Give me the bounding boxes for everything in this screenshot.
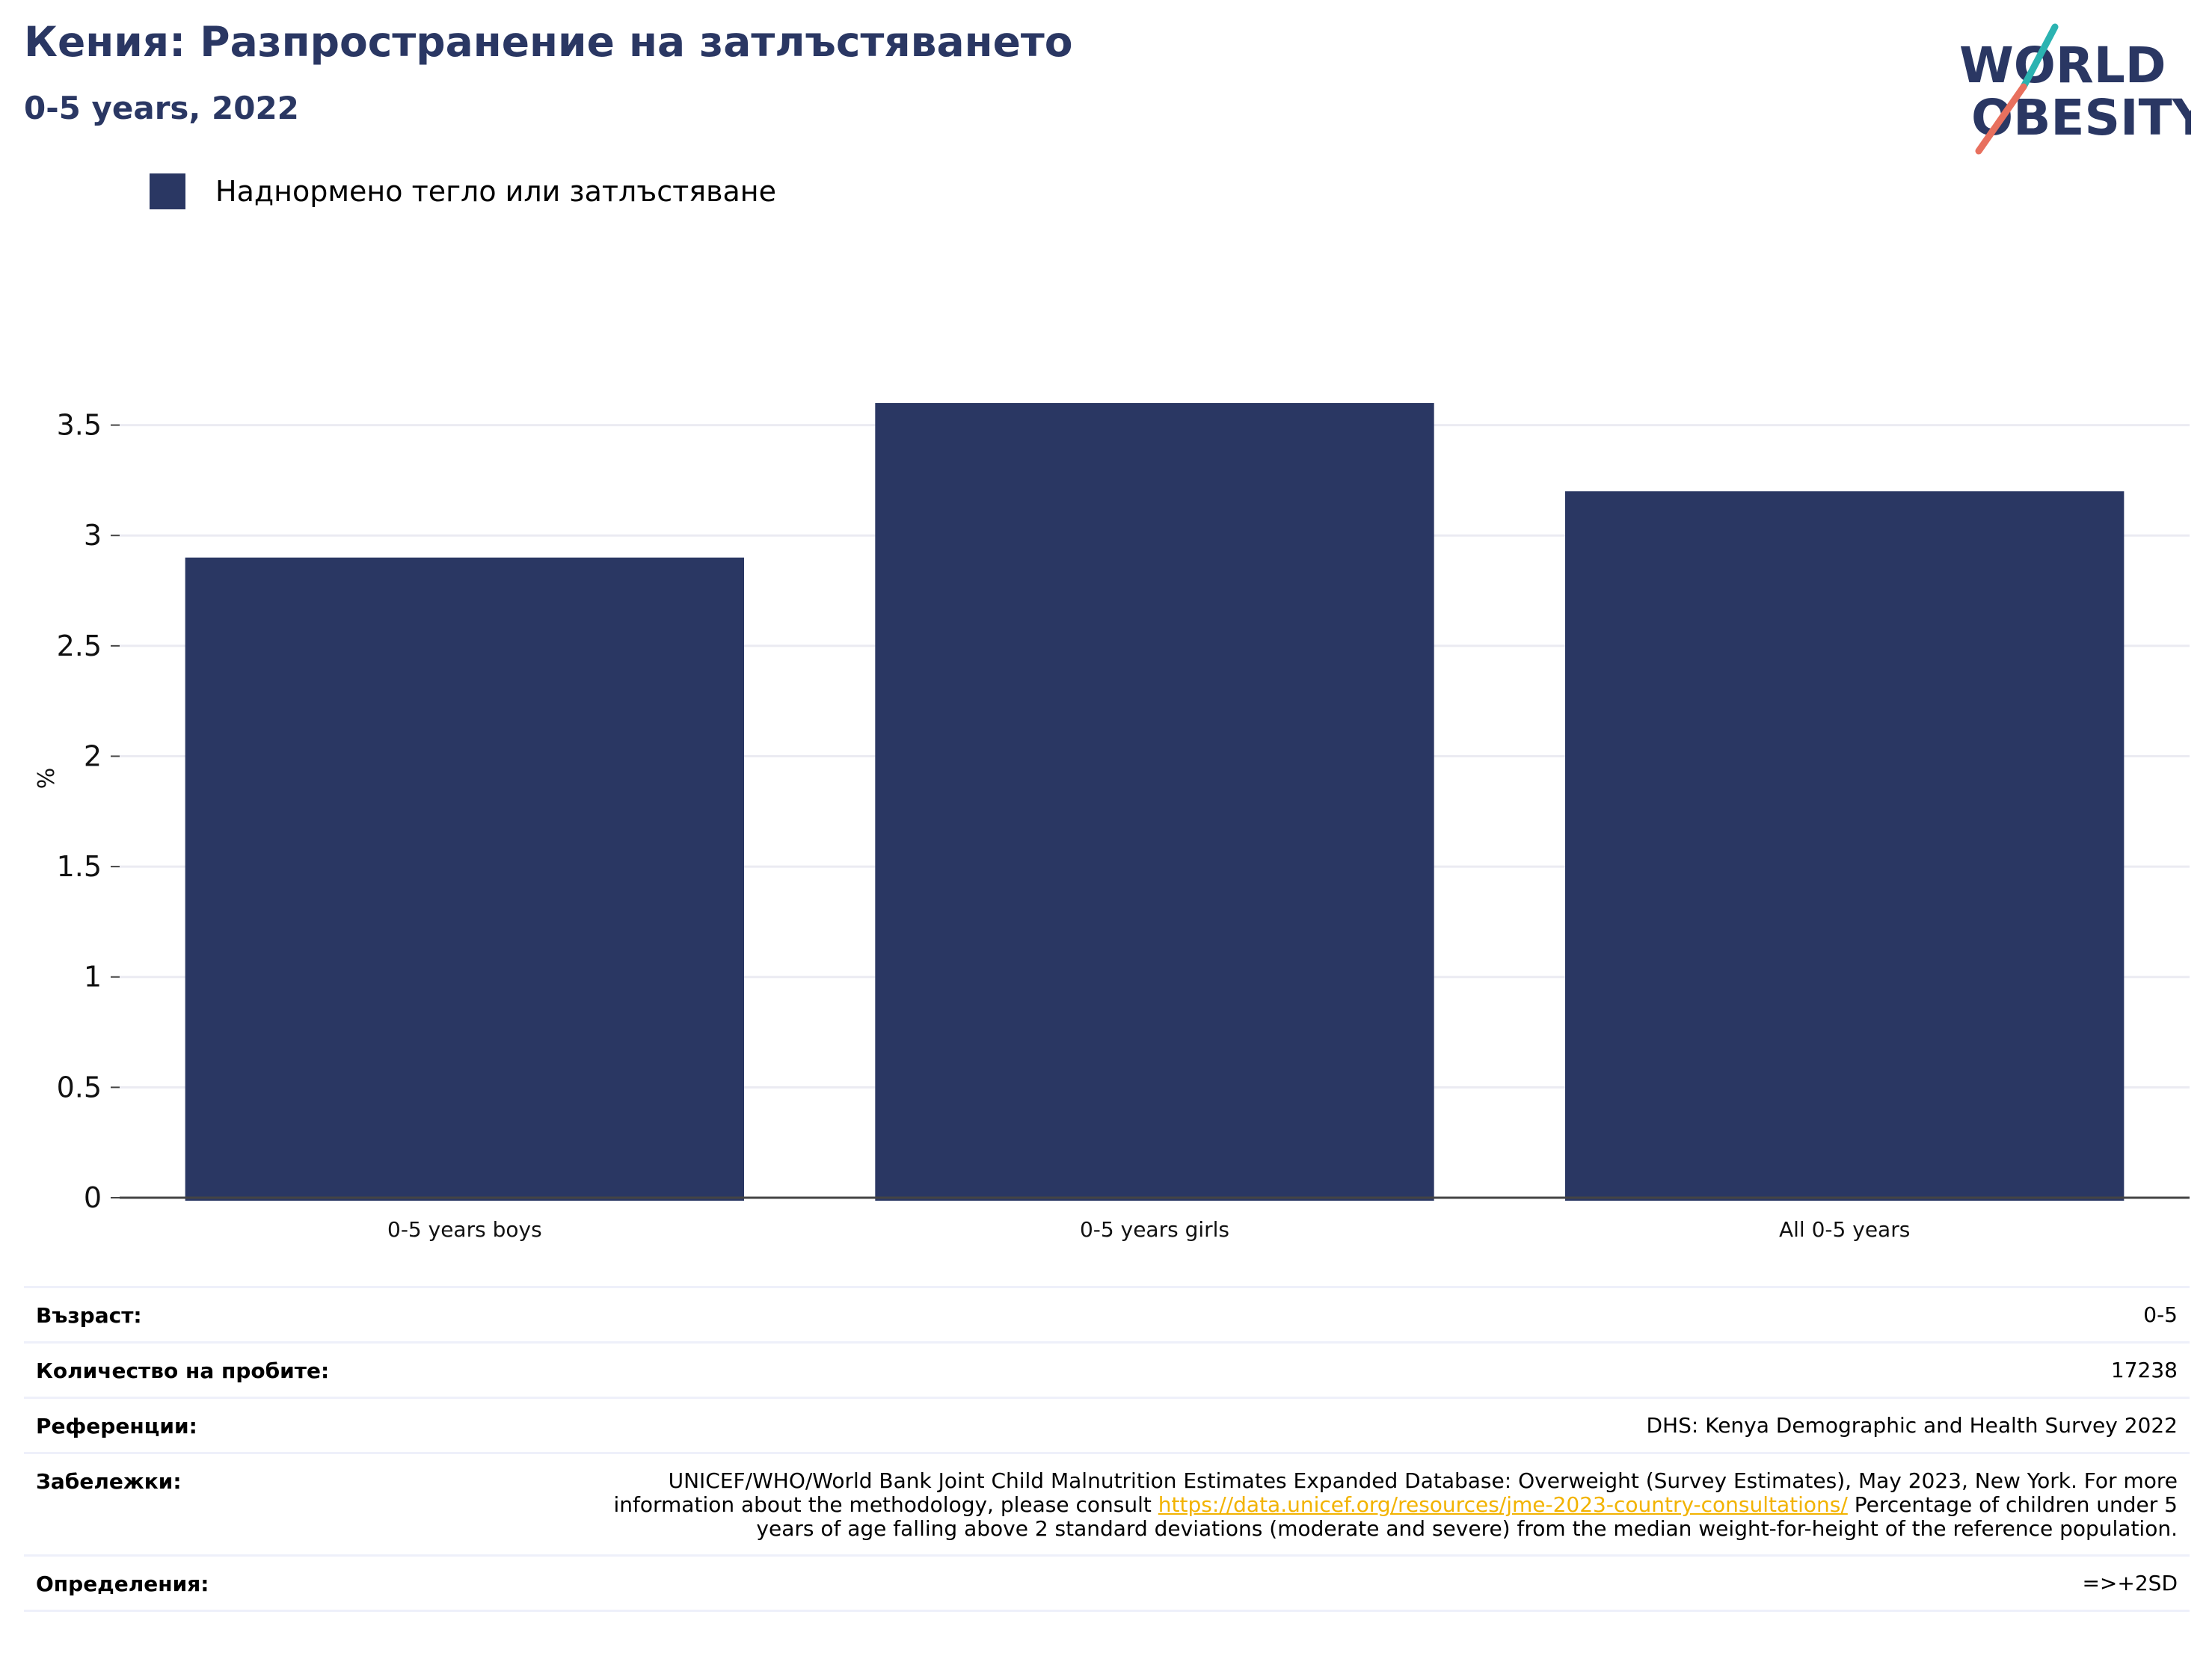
bar xyxy=(1564,491,2125,1201)
details-row-definitions: Определения: =>+2SD xyxy=(24,1554,2190,1612)
y-tick-label: 2 xyxy=(84,739,102,772)
logo-slash-teal xyxy=(2020,23,2059,90)
y-tick-label: 1.5 xyxy=(57,850,102,883)
chart-subtitle: 0-5 years, 2022 xyxy=(24,90,299,126)
details-row-references: Референции: DHS: Kenya Demographic and H… xyxy=(24,1397,2190,1452)
sample-value: 17238 xyxy=(2110,1358,2178,1382)
bar xyxy=(875,403,1434,1201)
y-tick-label: 3 xyxy=(84,519,102,552)
details-row-age: Възраст: 0-5 xyxy=(24,1286,2190,1341)
definitions-label: Определения: xyxy=(36,1572,209,1596)
logo-word-obesity: OBESITY xyxy=(1971,89,2191,147)
references-label: Референции: xyxy=(36,1414,197,1438)
age-value: 0-5 xyxy=(2143,1302,2178,1327)
bar-chart: 0 0.5 1 1.5 2 2.5 3 3.5 0-5 years boys 0-5 years … xyxy=(34,403,2190,1242)
age-label: Възраст: xyxy=(36,1303,142,1328)
y-tick-label: 2.5 xyxy=(57,630,102,662)
notes-text-after: Percentage of children under 5 years of … xyxy=(756,1492,2178,1541)
bars xyxy=(185,403,2125,1201)
y-tick-label: 0 xyxy=(84,1181,102,1214)
axes: 0 0.5 1 1.5 2 2.5 3 3.5 0-5 years boys 0-5 years … xyxy=(34,409,2190,1242)
methodology-link[interactable]: https://data.unicef.org/resources/jme-20… xyxy=(1158,1492,1848,1517)
y-tick-label: 0.5 xyxy=(57,1071,102,1104)
legend-swatch xyxy=(150,173,185,209)
details-table: Възраст: 0-5 Количество на пробите: 1723… xyxy=(24,1286,2190,1612)
references-value: DHS: Kenya Demographic and Health Survey… xyxy=(1646,1413,2178,1438)
chart-title: Кения: Разпространение на затлъстяването xyxy=(24,18,1073,66)
notes-text-before: UNICEF/WHO/World Bank Joint Child Malnut… xyxy=(613,1468,2178,1517)
x-tick-label: All 0-5 years xyxy=(1779,1217,1910,1242)
y-tick-label: 1 xyxy=(84,961,102,994)
legend-label: Наднормено тегло или затлъстяване xyxy=(215,175,776,208)
x-tick-label: 0-5 years boys xyxy=(387,1217,542,1242)
definitions-value: =>+2SD xyxy=(2082,1571,2178,1595)
logo-slash-coral xyxy=(1975,83,2027,155)
notes-value: UNICEF/WHO/World Bank Joint Child Malnut… xyxy=(607,1469,2178,1541)
x-tick-label: 0-5 years girls xyxy=(1080,1217,1229,1242)
sample-label: Количество на пробите: xyxy=(36,1358,330,1383)
bar xyxy=(185,557,745,1201)
details-row-notes: Забележки: UNICEF/WHO/World Bank Joint C… xyxy=(24,1452,2190,1554)
logo-word-world: WORLD xyxy=(1959,37,2166,94)
y-axis-label: % xyxy=(34,768,60,790)
notes-label: Забележки: xyxy=(36,1469,182,1494)
world-obesity-logo: WORLD OBESITY xyxy=(1959,23,2191,155)
y-tick-label: 3.5 xyxy=(57,409,102,442)
legend[interactable]: Наднормено тегло или затлъстяване xyxy=(150,173,776,209)
details-row-sample: Количество на пробите: 17238 xyxy=(24,1341,2190,1397)
